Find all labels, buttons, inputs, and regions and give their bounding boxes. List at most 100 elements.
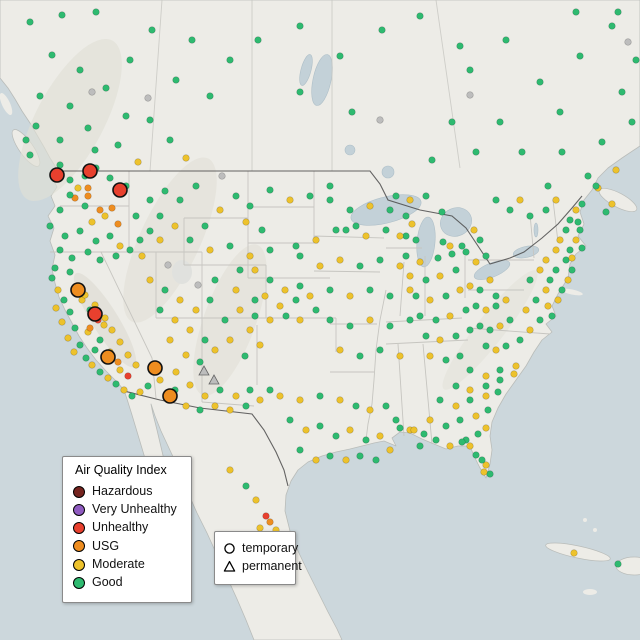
station-dot[interactable]	[312, 236, 320, 244]
station-dot[interactable]	[624, 38, 632, 46]
station-dot[interactable]	[386, 446, 394, 454]
station-dot[interactable]	[416, 312, 424, 320]
station-dot[interactable]	[482, 382, 490, 390]
station-dot[interactable]	[494, 388, 502, 396]
station-dot[interactable]	[502, 342, 510, 350]
station-dot[interactable]	[570, 549, 578, 557]
station-dot[interactable]	[422, 332, 430, 340]
station-dot[interactable]	[221, 316, 229, 324]
station-dot[interactable]	[396, 262, 404, 270]
station-dot[interactable]	[544, 182, 552, 190]
station-dot[interactable]	[352, 402, 360, 410]
station-dot[interactable]	[376, 346, 384, 354]
station-dot[interactable]	[482, 461, 490, 469]
station-dot[interactable]	[282, 312, 290, 320]
station-dot[interactable]	[161, 187, 169, 195]
station-dot[interactable]	[32, 122, 40, 130]
station-dot[interactable]	[188, 36, 196, 44]
station-dot[interactable]	[572, 236, 580, 244]
station-dot[interactable]	[396, 352, 404, 360]
station-dot[interactable]	[492, 302, 500, 310]
station-dot[interactable]	[356, 452, 364, 460]
station-dot[interactable]	[106, 232, 114, 240]
station-dot[interactable]	[486, 276, 494, 284]
station-dot[interactable]	[281, 286, 289, 294]
station-triangle[interactable]	[208, 374, 220, 385]
station-dot[interactable]	[88, 361, 96, 369]
station-dot[interactable]	[386, 206, 394, 214]
station-dot-large[interactable]	[100, 349, 116, 365]
station-dot-large[interactable]	[162, 388, 178, 404]
station-dot[interactable]	[226, 466, 234, 474]
station-dot[interactable]	[458, 242, 466, 250]
station-dot[interactable]	[296, 252, 304, 260]
station-dot[interactable]	[366, 406, 374, 414]
station-dot[interactable]	[456, 352, 464, 360]
station-dot[interactable]	[64, 334, 72, 342]
station-dot[interactable]	[56, 246, 64, 254]
station-dot[interactable]	[161, 286, 169, 294]
station-dot[interactable]	[196, 406, 204, 414]
station-dot[interactable]	[242, 402, 250, 410]
station-dot[interactable]	[296, 396, 304, 404]
station-dot[interactable]	[172, 368, 180, 376]
station-dot[interactable]	[412, 236, 420, 244]
station-dot[interactable]	[251, 266, 259, 274]
station-dot[interactable]	[558, 148, 566, 156]
station-dot[interactable]	[296, 282, 304, 290]
station-dot[interactable]	[552, 196, 560, 204]
station-dot[interactable]	[86, 324, 94, 332]
station-dot[interactable]	[382, 402, 390, 410]
station-dot[interactable]	[192, 306, 200, 314]
station-dot[interactable]	[466, 66, 474, 74]
station-dot[interactable]	[296, 316, 304, 324]
station-dot[interactable]	[472, 412, 480, 420]
station-dot[interactable]	[316, 262, 324, 270]
station-dot[interactable]	[206, 246, 214, 254]
station-dot[interactable]	[254, 36, 262, 44]
station-dot[interactable]	[192, 182, 200, 190]
station-dot[interactable]	[336, 52, 344, 60]
station-dot[interactable]	[176, 196, 184, 204]
station-dot[interactable]	[618, 88, 626, 96]
station-dot[interactable]	[466, 386, 474, 394]
station-dot[interactable]	[386, 322, 394, 330]
station-dot[interactable]	[164, 261, 172, 269]
station-dot[interactable]	[120, 386, 128, 394]
station-dot[interactable]	[416, 258, 424, 266]
station-dot[interactable]	[232, 392, 240, 400]
station-dot[interactable]	[124, 372, 132, 380]
station-dot[interactable]	[402, 212, 410, 220]
station-dot[interactable]	[416, 442, 424, 450]
station-dot[interactable]	[472, 451, 480, 459]
station-triangle[interactable]	[198, 365, 210, 376]
station-dot[interactable]	[171, 316, 179, 324]
station-dot[interactable]	[536, 266, 544, 274]
station-dot[interactable]	[348, 108, 356, 116]
station-dot[interactable]	[486, 470, 494, 478]
station-dot[interactable]	[236, 306, 244, 314]
station-dot[interactable]	[432, 436, 440, 444]
station-dot[interactable]	[568, 266, 576, 274]
station-dot[interactable]	[502, 36, 510, 44]
station-dot[interactable]	[276, 392, 284, 400]
station-dot[interactable]	[492, 196, 500, 204]
station-dot[interactable]	[326, 316, 334, 324]
station-dot[interactable]	[246, 386, 254, 394]
station-dot[interactable]	[134, 158, 142, 166]
station-dot[interactable]	[552, 266, 560, 274]
station-dot[interactable]	[346, 426, 354, 434]
station-dot[interactable]	[138, 252, 146, 260]
station-dot[interactable]	[232, 192, 240, 200]
station-dot[interactable]	[106, 174, 114, 182]
station-dot[interactable]	[578, 200, 586, 208]
station-dot[interactable]	[576, 226, 584, 234]
station-dot[interactable]	[144, 382, 152, 390]
station-dot[interactable]	[312, 456, 320, 464]
station-dot[interactable]	[96, 206, 104, 214]
station-dot[interactable]	[128, 392, 136, 400]
station-dot[interactable]	[91, 146, 99, 154]
station-dot[interactable]	[286, 416, 294, 424]
station-dot[interactable]	[516, 196, 524, 204]
station-dot[interactable]	[470, 226, 478, 234]
